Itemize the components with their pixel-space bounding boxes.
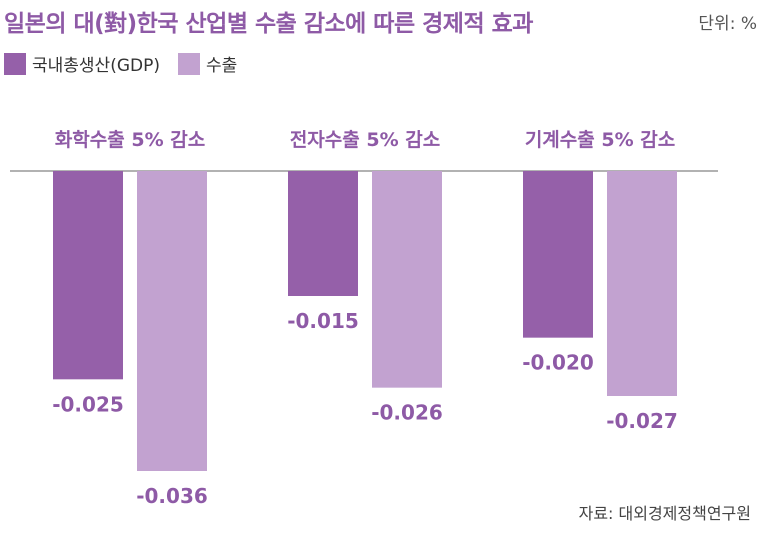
legend: 국내총생산(GDP) 수출 (4, 51, 255, 76)
bar-gdp (523, 171, 593, 338)
unit-label: 단위: % (698, 14, 757, 34)
data-label: -0.027 (606, 409, 678, 433)
legend-swatch-export (177, 52, 200, 75)
legend-swatch-gdp (4, 52, 26, 75)
data-label: -0.015 (287, 309, 359, 333)
data-label: -0.025 (52, 392, 124, 416)
bar-export (372, 171, 442, 388)
bar-export (607, 171, 677, 396)
bar-gdp (288, 171, 358, 296)
legend-item-export: 수출 (177, 51, 238, 76)
chart-title: 일본의 대(對)한국 산업별 수출 감소에 따른 경제적 효과 (4, 11, 533, 37)
data-label: -0.026 (371, 401, 443, 425)
bar-export (137, 171, 207, 471)
legend-label-gdp: 국내총생산(GDP) (32, 56, 160, 76)
legend-item-gdp: 국내총생산(GDP) (4, 51, 160, 76)
legend-label-export: 수출 (205, 56, 238, 76)
bar-gdp (53, 171, 123, 380)
category-label: 화학수출 5% 감소 (55, 129, 205, 151)
source-note: 자료: 대외경제정책연구원 (578, 504, 751, 523)
category-label: 기계수출 5% 감소 (525, 129, 675, 151)
category-label: 전자수출 5% 감소 (290, 129, 440, 151)
data-label: -0.020 (522, 351, 594, 375)
data-label: -0.036 (136, 484, 208, 508)
